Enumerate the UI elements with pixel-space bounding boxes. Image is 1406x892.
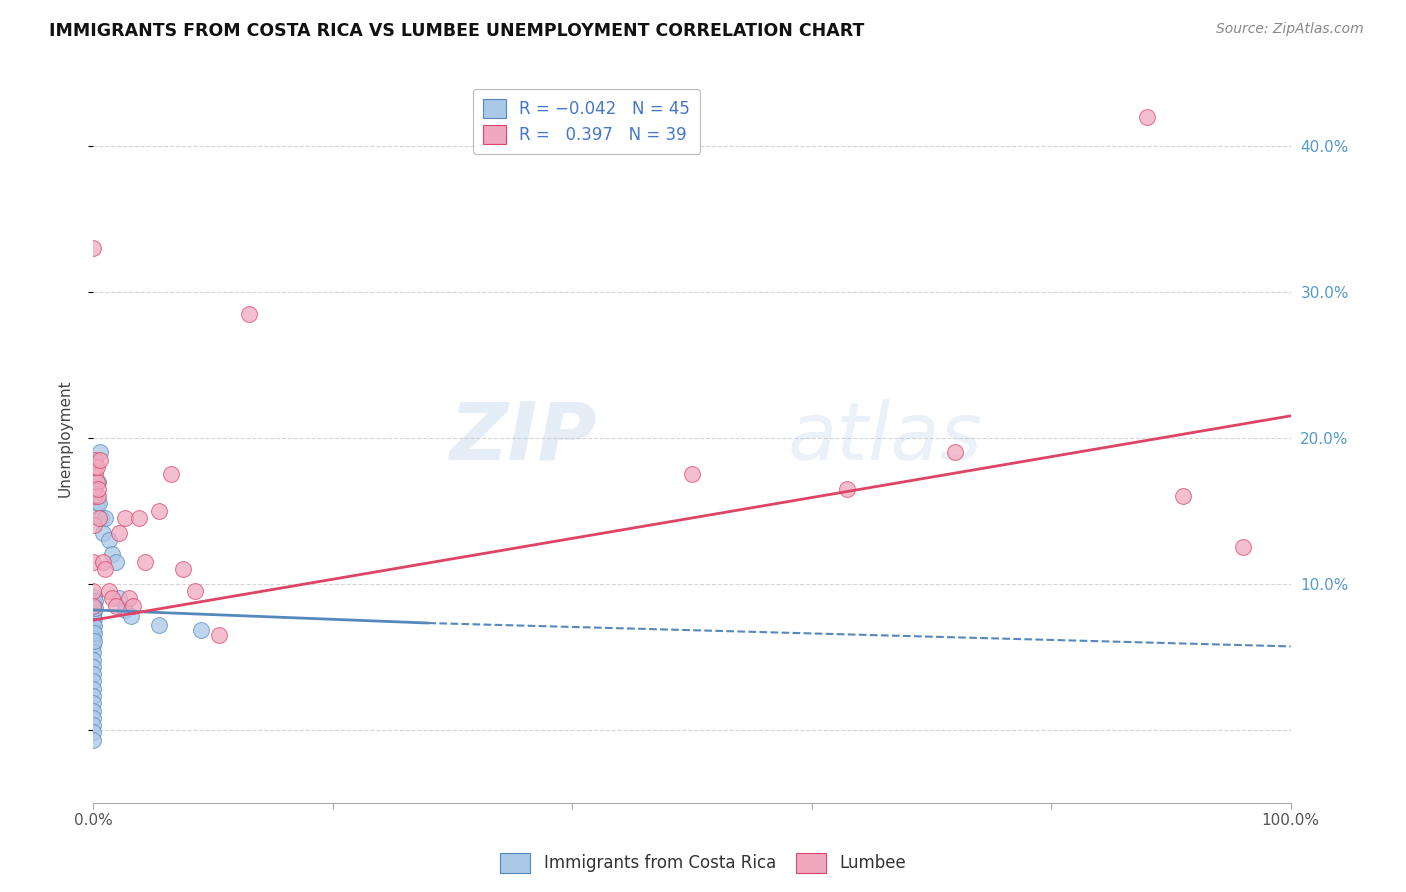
Point bbox=[238, 307, 260, 321]
Point bbox=[837, 482, 859, 496]
Point bbox=[118, 591, 141, 606]
Text: IMMIGRANTS FROM COSTA RICA VS LUMBEE UNEMPLOYMENT CORRELATION CHART: IMMIGRANTS FROM COSTA RICA VS LUMBEE UNE… bbox=[49, 22, 865, 40]
Point bbox=[1232, 540, 1254, 554]
Point bbox=[83, 489, 105, 503]
Point bbox=[87, 475, 110, 489]
Point bbox=[97, 533, 120, 547]
Point bbox=[128, 511, 150, 525]
Point bbox=[97, 584, 120, 599]
Point bbox=[101, 548, 124, 562]
Point bbox=[82, 660, 104, 674]
Point bbox=[82, 645, 104, 659]
Point bbox=[82, 608, 104, 623]
Point bbox=[82, 689, 104, 703]
Point bbox=[82, 711, 104, 725]
Point bbox=[114, 603, 136, 617]
Point bbox=[681, 467, 703, 482]
Point bbox=[82, 725, 104, 739]
Legend: Immigrants from Costa Rica, Lumbee: Immigrants from Costa Rica, Lumbee bbox=[494, 847, 912, 880]
Point bbox=[86, 496, 108, 510]
Point bbox=[83, 633, 105, 648]
Point bbox=[84, 452, 107, 467]
Point bbox=[91, 525, 114, 540]
Legend: R = −0.042   N = 45, R =   0.397   N = 39: R = −0.042 N = 45, R = 0.397 N = 39 bbox=[472, 88, 700, 153]
Point bbox=[160, 467, 183, 482]
Point bbox=[1171, 489, 1194, 503]
Point bbox=[83, 619, 105, 633]
Point bbox=[84, 601, 107, 615]
Point bbox=[83, 612, 105, 626]
Point bbox=[87, 511, 110, 525]
Point bbox=[134, 555, 156, 569]
Point bbox=[83, 590, 105, 604]
Point bbox=[82, 555, 104, 569]
Point bbox=[83, 482, 105, 496]
Point bbox=[82, 681, 104, 696]
Point bbox=[83, 518, 105, 533]
Point bbox=[82, 704, 104, 718]
Point bbox=[82, 638, 104, 652]
Point bbox=[89, 445, 111, 459]
Point bbox=[82, 615, 104, 630]
Point bbox=[87, 496, 110, 510]
Point bbox=[82, 718, 104, 732]
Point bbox=[83, 597, 105, 611]
Point bbox=[121, 599, 143, 613]
Point bbox=[86, 459, 108, 474]
Point bbox=[82, 624, 104, 638]
Point bbox=[83, 604, 105, 618]
Point bbox=[86, 489, 108, 503]
Text: ZIP: ZIP bbox=[449, 399, 596, 476]
Point bbox=[82, 667, 104, 681]
Point bbox=[108, 591, 131, 606]
Point bbox=[87, 489, 110, 503]
Point bbox=[86, 475, 108, 489]
Point bbox=[82, 631, 104, 645]
Point bbox=[82, 674, 104, 689]
Point bbox=[108, 525, 131, 540]
Point bbox=[82, 241, 104, 255]
Point bbox=[148, 617, 170, 632]
Point bbox=[120, 608, 142, 623]
Y-axis label: Unemployment: Unemployment bbox=[58, 379, 72, 497]
Point bbox=[94, 562, 117, 576]
Point bbox=[83, 626, 105, 640]
Point bbox=[114, 511, 136, 525]
Point bbox=[184, 584, 207, 599]
Point bbox=[104, 555, 127, 569]
Point bbox=[101, 591, 124, 606]
Point bbox=[82, 584, 104, 599]
Point bbox=[82, 696, 104, 710]
Point bbox=[943, 445, 966, 459]
Point bbox=[1136, 110, 1159, 124]
Text: atlas: atlas bbox=[787, 399, 983, 476]
Point bbox=[148, 504, 170, 518]
Point bbox=[84, 467, 107, 482]
Point bbox=[90, 511, 112, 525]
Point bbox=[104, 599, 127, 613]
Text: Source: ZipAtlas.com: Source: ZipAtlas.com bbox=[1216, 22, 1364, 37]
Point bbox=[94, 511, 117, 525]
Point bbox=[190, 624, 212, 638]
Point bbox=[82, 599, 104, 613]
Point bbox=[82, 594, 104, 608]
Point bbox=[208, 628, 231, 642]
Point bbox=[82, 652, 104, 666]
Point bbox=[84, 459, 107, 474]
Point bbox=[91, 555, 114, 569]
Point bbox=[89, 452, 111, 467]
Point bbox=[172, 562, 194, 576]
Point bbox=[82, 732, 104, 747]
Point bbox=[84, 594, 107, 608]
Point bbox=[82, 601, 104, 615]
Point bbox=[87, 482, 110, 496]
